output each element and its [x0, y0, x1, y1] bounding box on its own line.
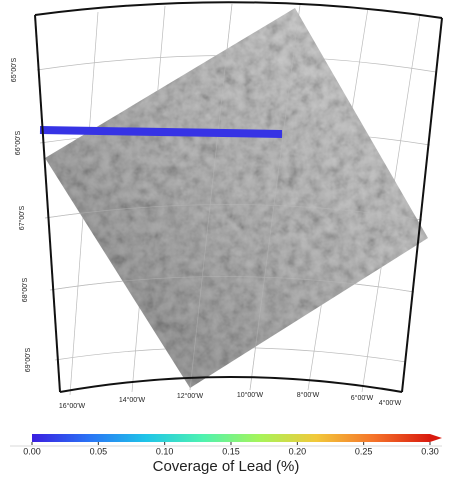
colorbar-tick-label: 0.15 — [222, 446, 240, 456]
lead-track — [40, 130, 282, 134]
colorbar-tick-label: 0.25 — [355, 446, 373, 456]
colorbar-tick-label: 0.05 — [90, 446, 108, 456]
colorbar-tick-label: 0.10 — [156, 446, 174, 456]
lat-label: 68°00'S — [21, 277, 29, 302]
lat-label: 66°00'S — [14, 130, 22, 155]
lon-label: 14°00'W — [119, 396, 146, 404]
lat-label: 65°00'S — [10, 57, 18, 82]
lon-label: 12°00'W — [177, 392, 204, 400]
lon-label: 16°00'W — [59, 402, 86, 410]
satellite-image — [45, 8, 428, 388]
lon-label: 6°00'W — [351, 394, 374, 402]
lat-label: 67°00'S — [18, 205, 26, 230]
colorbar-tick-label: 0.00 — [23, 446, 41, 456]
colorbar-extend — [430, 434, 442, 442]
map-figure: 65°00'S 66°00'S 67°00'S 68°00'S 69°00'S 16°00… — [0, 0, 452, 477]
lon-label: 8°00'W — [297, 391, 320, 399]
lon-label: 10°00'W — [237, 391, 264, 399]
colorbar-label: Coverage of Lead (%) — [153, 458, 300, 475]
lat-label: 69°00'S — [24, 347, 32, 372]
colorbar-tick-label: 0.20 — [289, 446, 307, 456]
lon-label: 4°00'W — [379, 399, 402, 407]
colorbar — [32, 434, 430, 442]
colorbar-tick-label: 0.30 — [421, 446, 439, 456]
